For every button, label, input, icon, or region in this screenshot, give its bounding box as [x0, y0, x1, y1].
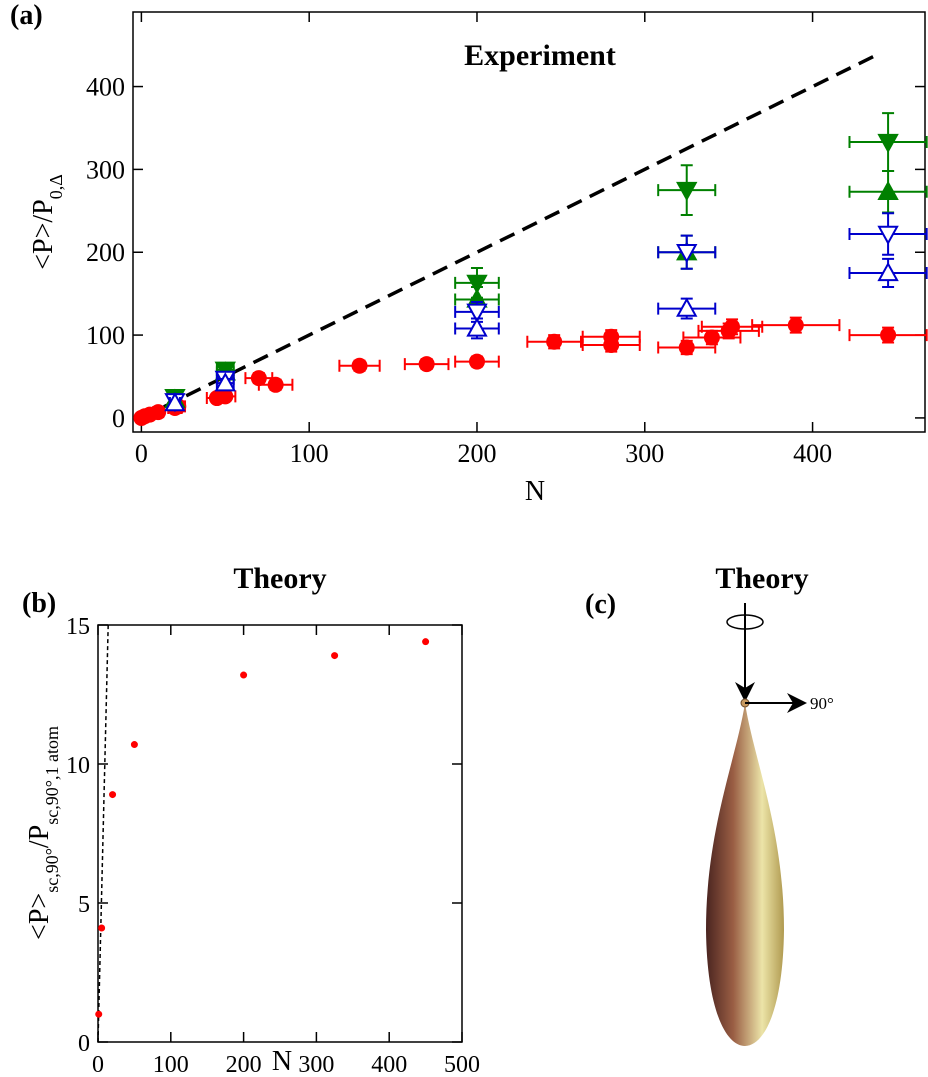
x-tick-label: 200 [226, 1052, 262, 1077]
y-tick-label: 400 [86, 73, 125, 102]
y-tick-label: 10 [66, 753, 90, 779]
y-tick-label: 15 [66, 614, 90, 640]
data-point [787, 317, 804, 334]
y-axis-label: <P>/P0,Δ [28, 174, 66, 270]
y-tick-label: 300 [86, 155, 125, 184]
panel-label: (c) [585, 589, 616, 620]
y-tick-label: 100 [86, 321, 125, 350]
data-point [546, 333, 563, 350]
data-point [678, 339, 695, 356]
y-tick-label: 0 [78, 1031, 90, 1057]
data-point [98, 924, 106, 932]
chart-title: Theory [233, 562, 326, 595]
x-axis-label: N [525, 476, 545, 507]
reference-line [97, 624, 109, 1043]
y-axis-label-part: sc,90°,1 atom [42, 726, 62, 825]
panel-label: (a) [10, 0, 43, 31]
data-point [877, 225, 899, 246]
radiation-lobe [706, 703, 784, 1046]
y-axis-label: <P>sc,90°/Psc,90°,1 atom [24, 726, 62, 940]
data-point [164, 391, 186, 412]
panel-label: (b) [22, 588, 56, 619]
data-point [418, 356, 435, 373]
data-point [468, 353, 485, 370]
plot-frame [132, 11, 926, 433]
data-point [603, 328, 620, 345]
x-tick-label: 0 [135, 439, 148, 468]
data-point [724, 318, 741, 335]
y-axis-label-part: <P> [24, 893, 55, 940]
data-point [240, 671, 248, 679]
data-point [676, 244, 698, 264]
plot-frame [97, 624, 463, 1043]
panel-title: Theory [715, 562, 808, 595]
y-tick-label: 200 [86, 238, 125, 267]
data-point [466, 317, 488, 337]
panel-c: Theory (c) 90° [585, 562, 834, 1046]
data-point [703, 329, 720, 346]
y-axis-label-part: 0,Δ [46, 174, 66, 199]
data-point [130, 741, 138, 749]
data-point [877, 261, 899, 282]
data-point [331, 652, 339, 660]
y-tick-label: 0 [112, 404, 125, 433]
y-axis-label-part: /P [24, 825, 55, 848]
data-point [877, 133, 899, 154]
angle-annotation: 90° [810, 694, 834, 713]
data-point [422, 638, 430, 646]
panel: 0 100 200 300 400 0 100 200 300 400 Experiment (a) N… [10, 0, 928, 507]
x-tick-label: 400 [371, 1052, 407, 1077]
x-tick-label: 100 [290, 439, 329, 468]
y-axis-label-part: <P>/P [28, 199, 59, 270]
reference-line [140, 51, 881, 420]
x-tick-label: 300 [298, 1052, 334, 1077]
x-tick-label: 300 [625, 439, 664, 468]
data-point [676, 181, 698, 202]
x-tick-label: 0 [92, 1052, 104, 1077]
data-point [351, 357, 368, 374]
x-axis-label: N [272, 1046, 292, 1077]
data-point [250, 370, 267, 387]
y-axis-label-part: sc,90° [42, 848, 62, 893]
x-tick-label: 500 [444, 1052, 480, 1077]
data-point [466, 303, 488, 323]
data-point [880, 327, 897, 344]
data-point [109, 791, 117, 799]
data-point [214, 372, 236, 392]
x-tick-label: 400 [793, 439, 832, 468]
data-point [676, 297, 698, 317]
x-tick-label: 100 [153, 1052, 189, 1077]
data-point [95, 1010, 103, 1018]
data-point [150, 404, 167, 421]
chart-title: Experiment [464, 39, 616, 72]
y-tick-label: 5 [78, 892, 90, 918]
data-point [877, 180, 899, 200]
data-point [267, 376, 284, 393]
data-point [466, 274, 488, 294]
x-tick-label: 200 [457, 439, 496, 468]
panel: 0 100 200 300 400 500051015Theory(b)N<P>sc,90… [22, 562, 480, 1077]
data-point [217, 388, 234, 405]
